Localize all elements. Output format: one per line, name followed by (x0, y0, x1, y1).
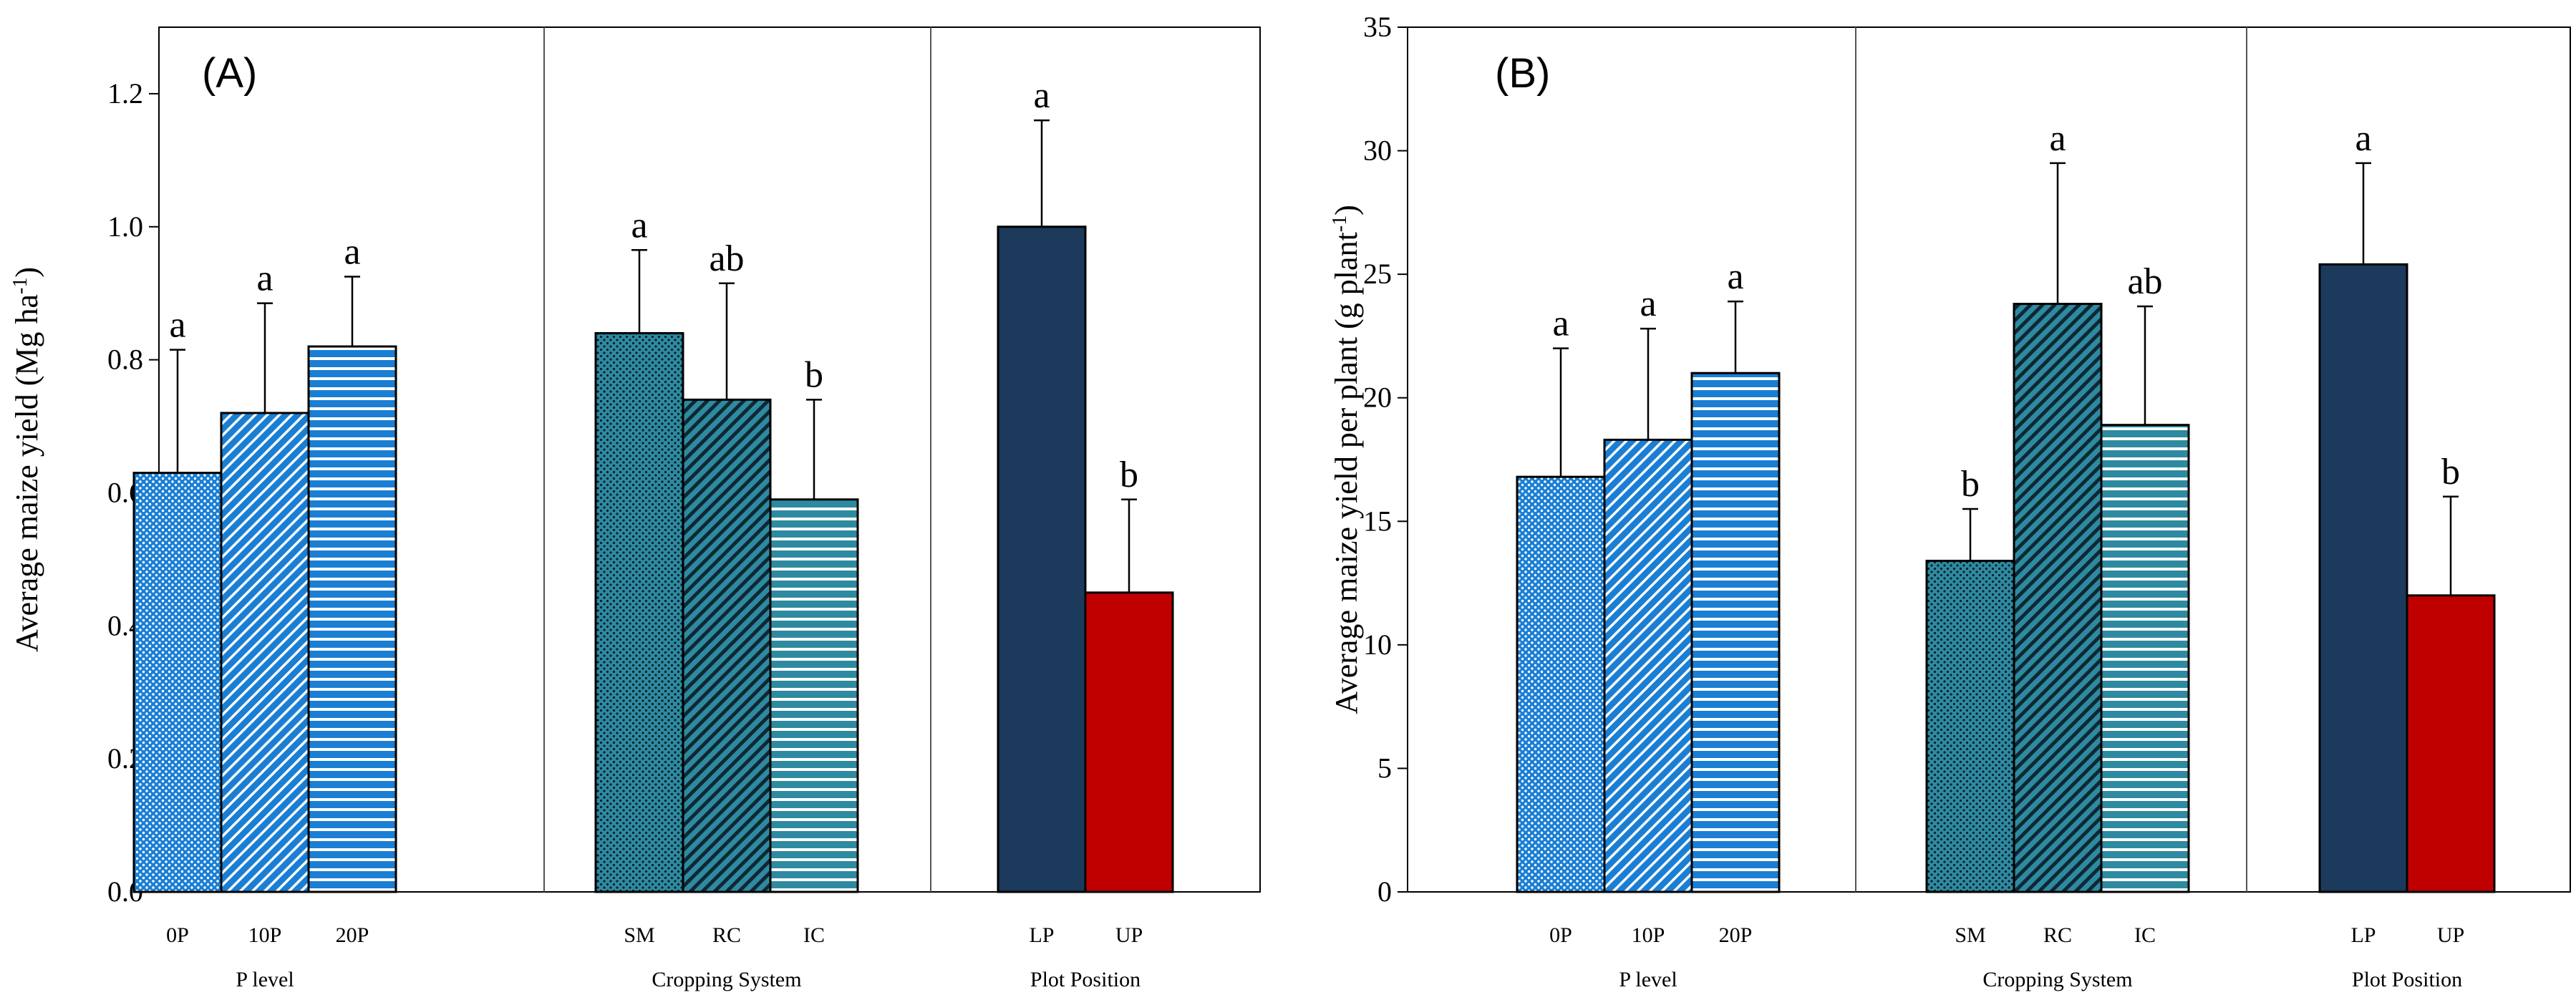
y-tick-label: 5 (1377, 752, 1392, 784)
x-tick-label: RC (2043, 923, 2072, 947)
significance-letter: b (1120, 455, 1138, 495)
x-tick-label: SM (624, 923, 654, 947)
x-tick-label: RC (712, 923, 741, 947)
significance-letter: a (631, 205, 647, 246)
bar-lp (2318, 263, 2408, 893)
significance-letter: a (1640, 283, 1656, 324)
bar-lp (997, 225, 1087, 893)
y-tick-label: 0 (1377, 875, 1392, 908)
y-tick-label: 35 (1363, 11, 1392, 43)
group-label: P level (1619, 968, 1677, 991)
group-label: Plot Position (2352, 968, 2462, 991)
significance-letter: b (1961, 464, 1980, 505)
x-tick-label: UP (1115, 923, 1143, 947)
significance-letter: ab (709, 238, 744, 279)
x-tick-label: 0P (166, 923, 189, 947)
bar-sm (594, 331, 684, 893)
y-tick-label: 0.8 (107, 344, 143, 376)
bar-up (1084, 591, 1174, 893)
panel-b-chart: 0 5 10 15 20 25 30 35 Average maize yield per pl… (1329, 11, 2571, 991)
x-tick-label: 10P (1632, 923, 1665, 947)
panel-label: (B) (1495, 50, 1550, 97)
bar-rc (682, 398, 772, 893)
significance-letter: a (1727, 256, 1743, 297)
x-tick-label: 0P (1549, 923, 1572, 947)
significance-letter: a (2049, 118, 2066, 159)
significance-letter: ab (2127, 261, 2162, 302)
y-tick-label: 15 (1363, 505, 1392, 537)
bar-0p (1516, 475, 1606, 893)
y-axis-label: Average maize yield (Mg ha-1) (9, 267, 45, 652)
x-tick-label: LP (1029, 923, 1054, 947)
significance-letter: a (2355, 118, 2371, 159)
bar-up (2406, 594, 2496, 893)
significance-letter: a (1552, 304, 1569, 344)
y-tick-label: 20 (1363, 382, 1392, 414)
bar-sm (1925, 560, 2015, 893)
bar-0p (132, 472, 223, 893)
bar-10p (220, 412, 310, 893)
y-axis-label: Average maize yield per plant (g plant-1… (1329, 205, 1365, 714)
x-tick-label: IC (2134, 923, 2156, 947)
significance-letter: b (2441, 452, 2460, 492)
y-tick-label: 10 (1363, 628, 1392, 661)
x-tick-label: SM (1955, 923, 1985, 947)
significance-letter: a (344, 231, 360, 272)
x-tick-label: LP (2350, 923, 2376, 947)
significance-letter: a (1033, 75, 1050, 116)
y-tick-label: 1.2 (107, 77, 143, 110)
bar-rc (2013, 303, 2103, 893)
x-tick-label: 20P (336, 923, 369, 947)
bar-ic (2100, 424, 2190, 893)
significance-letter: b (805, 354, 823, 395)
significance-letter: a (256, 258, 273, 299)
significance-letter: a (169, 305, 185, 346)
group-label: Plot Position (1030, 968, 1141, 991)
bar-ic (769, 498, 859, 893)
x-tick-label: 20P (1719, 923, 1753, 947)
y-tick-label: 1.0 (107, 210, 143, 243)
x-tick-label: 10P (248, 923, 282, 947)
bar-20p (307, 345, 397, 893)
x-tick-label: IC (803, 923, 825, 947)
y-tick-label: 25 (1363, 258, 1392, 290)
panel-label: (A) (202, 50, 257, 97)
x-tick-label: UP (2437, 923, 2464, 947)
group-label: Cropping System (1982, 968, 2132, 991)
bar-20p (1690, 372, 1781, 893)
bar-10p (1603, 438, 1693, 893)
y-tick-label: 30 (1363, 135, 1392, 167)
group-label: Cropping System (652, 968, 801, 991)
group-label: P level (236, 968, 294, 991)
